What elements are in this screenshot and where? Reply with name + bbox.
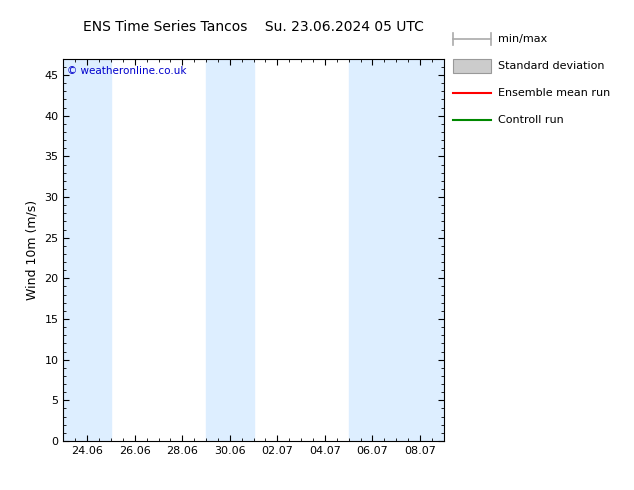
Text: Standard deviation: Standard deviation	[498, 61, 604, 71]
Text: Controll run: Controll run	[498, 115, 564, 125]
Y-axis label: Wind 10m (m/s): Wind 10m (m/s)	[26, 200, 39, 300]
Text: © weatheronline.co.uk: © weatheronline.co.uk	[67, 67, 186, 76]
Text: Ensemble mean run: Ensemble mean run	[498, 88, 610, 98]
Bar	[206, 59, 254, 441]
Bar	[349, 59, 396, 441]
Text: min/max: min/max	[498, 34, 547, 44]
Bar	[63, 59, 111, 441]
Bar	[396, 59, 444, 441]
Text: ENS Time Series Tancos    Su. 23.06.2024 05 UTC: ENS Time Series Tancos Su. 23.06.2024 05…	[83, 20, 424, 34]
